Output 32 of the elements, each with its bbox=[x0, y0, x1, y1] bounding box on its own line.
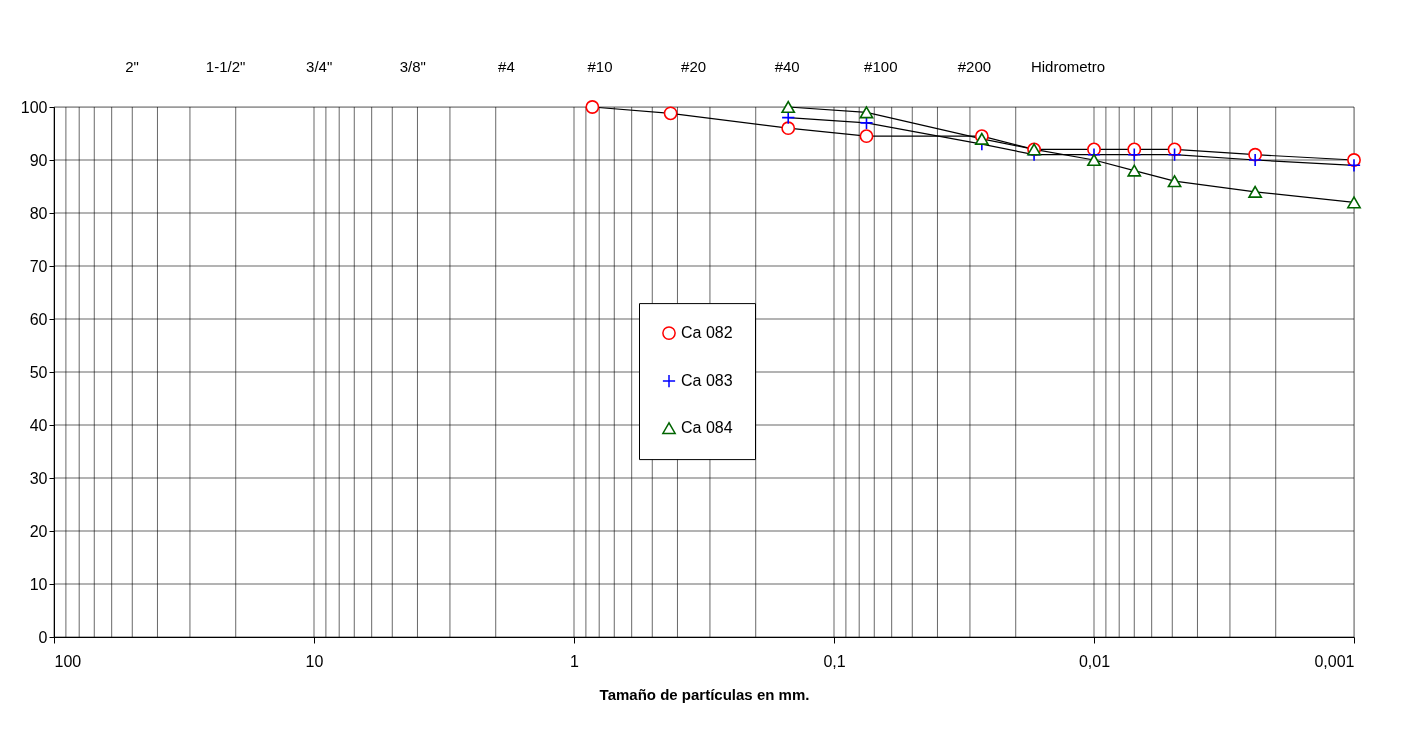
text: #40 bbox=[774, 58, 800, 75]
legend-label: Ca 082 bbox=[681, 324, 733, 342]
text: #10 bbox=[587, 58, 613, 75]
y-tick-label: 70 bbox=[29, 257, 48, 275]
x-tick-label: 100 bbox=[54, 652, 82, 670]
text: 3/4" bbox=[306, 58, 333, 75]
text: #100 bbox=[864, 58, 898, 75]
text: 2" bbox=[125, 58, 139, 75]
x-tick-label: 10 bbox=[305, 652, 324, 670]
y-tick-label: 100 bbox=[20, 98, 48, 116]
y-tick-label: 30 bbox=[29, 469, 48, 487]
x-tick-label: 0,1 bbox=[823, 652, 846, 670]
x-axis-title: Tamaño de partículas en mm. bbox=[599, 685, 810, 703]
text: #200 bbox=[957, 58, 992, 75]
y-tick-label: 20 bbox=[29, 522, 48, 540]
y-tick-label: 80 bbox=[29, 204, 48, 222]
legend-label: Ca 083 bbox=[681, 372, 733, 390]
text: 3/8" bbox=[399, 58, 426, 75]
text: Hidrometro bbox=[1030, 58, 1106, 75]
y-tick-label: 0 bbox=[38, 628, 48, 646]
y-tick-label: 60 bbox=[29, 310, 48, 328]
y-tick-label: 50 bbox=[29, 363, 48, 381]
text: 1-1/2" bbox=[205, 58, 246, 75]
legend-label: Ca 084 bbox=[681, 419, 733, 437]
y-tick-label: 10 bbox=[29, 575, 48, 593]
y-tick-label: 40 bbox=[29, 416, 48, 434]
x-tick-label: 0,001 bbox=[1314, 652, 1355, 670]
text: #20 bbox=[681, 58, 707, 75]
x-tick-label: 1 bbox=[570, 652, 580, 670]
x-tick-label: 0,01 bbox=[1078, 652, 1111, 670]
y-tick-label: 90 bbox=[29, 151, 48, 169]
text: #4 bbox=[498, 58, 515, 75]
